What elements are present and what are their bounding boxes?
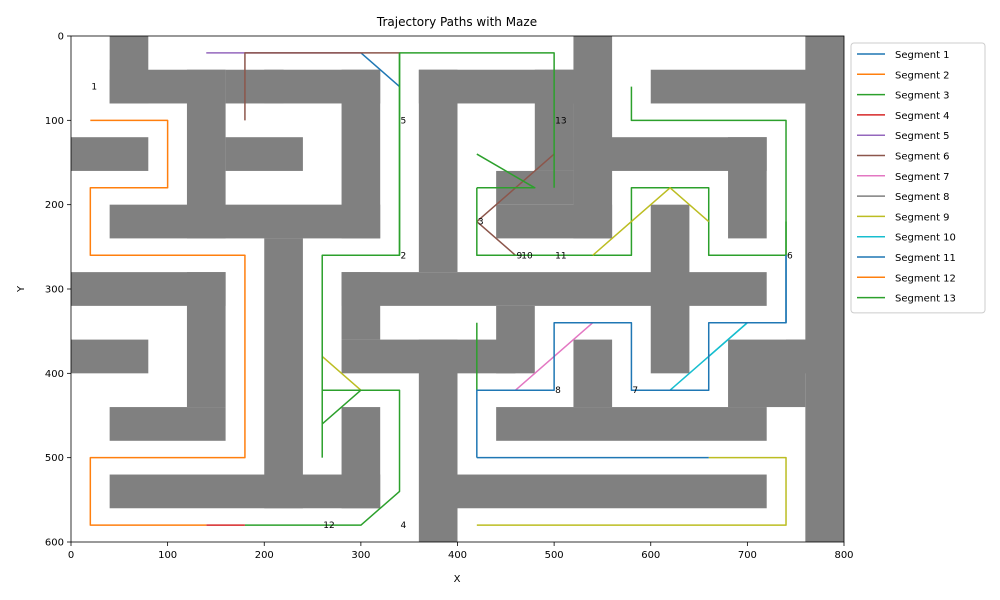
waypoint-label: 11 (555, 251, 566, 261)
maze-wall (225, 137, 303, 171)
x-tick-label: 0 (68, 550, 74, 561)
legend-label: Segment 5 (895, 131, 950, 142)
legend-label: Segment 6 (895, 152, 950, 163)
trajectory-path-extra (630, 86, 787, 256)
waypoint-annotations: 1 5 13 3 2 9 10 11 6 8 7 12 4 (91, 83, 793, 532)
trajectory-paths (89, 52, 787, 526)
maze-wall (457, 474, 767, 509)
x-tick-label: 500 (545, 550, 564, 561)
maze-wall (650, 204, 690, 374)
legend-label: Segment 1 (895, 50, 950, 61)
legend-label: Segment 7 (895, 172, 950, 183)
y-tick-label: 400 (45, 369, 64, 380)
maze-wall (109, 204, 381, 239)
waypoint-label: 7 (632, 386, 638, 396)
maze-wall (805, 36, 844, 542)
waypoint-label: 10 (521, 251, 533, 261)
legend-label: Segment 11 (895, 253, 956, 264)
waypoint-label: 1 (91, 83, 97, 93)
series-line-11 (476, 255, 787, 458)
waypoint-label: 5 (401, 116, 407, 126)
x-axis: 0 100 200 300 400 500 600 700 800 (68, 542, 854, 561)
series-line-13 (244, 52, 401, 526)
trajectory-path-extra (592, 187, 710, 256)
legend-label: Segment 10 (895, 233, 956, 244)
legend-box (850, 42, 986, 314)
x-tick-label: 800 (834, 550, 853, 561)
waypoint-label: 4 (401, 521, 407, 531)
waypoint-label: 8 (555, 386, 561, 396)
legend-label: Segment 4 (895, 111, 950, 122)
maze-wall (341, 69, 381, 239)
waypoint-label: 6 (787, 251, 793, 261)
x-tick-label: 200 (255, 550, 274, 561)
maze-wall (573, 339, 613, 408)
waypoint-label: 13 (555, 116, 566, 126)
waypoint-label: 9 (516, 251, 522, 261)
legend-label: Segment 12 (895, 273, 956, 284)
x-tick-label: 600 (641, 550, 660, 561)
trajectory-path-extra (476, 220, 516, 256)
waypoint-label: 2 (401, 251, 407, 261)
y-tick-label: 200 (45, 200, 64, 211)
maze-wall (71, 137, 149, 171)
maze-wall (341, 407, 381, 509)
x-tick-label: 400 (448, 550, 467, 561)
maze-wall (341, 272, 767, 306)
series-line-1 (360, 52, 401, 88)
maze-walls (71, 36, 844, 542)
series-line-12 (89, 255, 246, 526)
chart-title: Trajectory Paths with Maze (376, 15, 537, 29)
x-tick-label: 700 (738, 550, 757, 561)
maze-wall (186, 272, 226, 408)
y-tick-label: 600 (45, 538, 64, 549)
waypoint-label: 3 (478, 218, 484, 228)
legend-label: Segment 2 (895, 70, 950, 81)
maze-wall (109, 407, 226, 441)
legend-label: Segment 8 (895, 192, 950, 203)
maze-wall (109, 474, 381, 509)
trajectory-path-extra (321, 389, 362, 425)
maze-wall (496, 407, 767, 441)
x-axis-label: X (454, 574, 461, 585)
maze-wall (418, 339, 458, 542)
y-tick-label: 0 (58, 32, 64, 43)
legend-label: Segment 13 (895, 294, 956, 305)
legend: Segment 1 Segment 2 Segment 3 Segment 4 Segm… (850, 42, 986, 314)
waypoint-label: 12 (323, 521, 334, 531)
x-tick-label: 300 (351, 550, 370, 561)
y-tick-label: 100 (45, 116, 64, 127)
maze-wall (728, 137, 767, 239)
maze-wall (786, 339, 844, 374)
legend-label: Segment 3 (895, 91, 950, 102)
maze-wall (341, 272, 381, 340)
maze-wall (264, 238, 303, 509)
maze-wall (496, 305, 535, 374)
maze-wall (71, 339, 149, 374)
trajectory-path-extra (476, 153, 536, 189)
trajectory-path-extra (476, 456, 787, 526)
y-axis: 0 100 200 300 400 500 600 (45, 32, 71, 549)
legend-label: Segment 9 (895, 212, 950, 223)
y-axis-label: Y (16, 285, 27, 293)
y-tick-label: 300 (45, 285, 64, 296)
y-tick-label: 500 (45, 453, 64, 464)
x-tick-label: 100 (158, 550, 177, 561)
series-line-6 (244, 52, 400, 121)
